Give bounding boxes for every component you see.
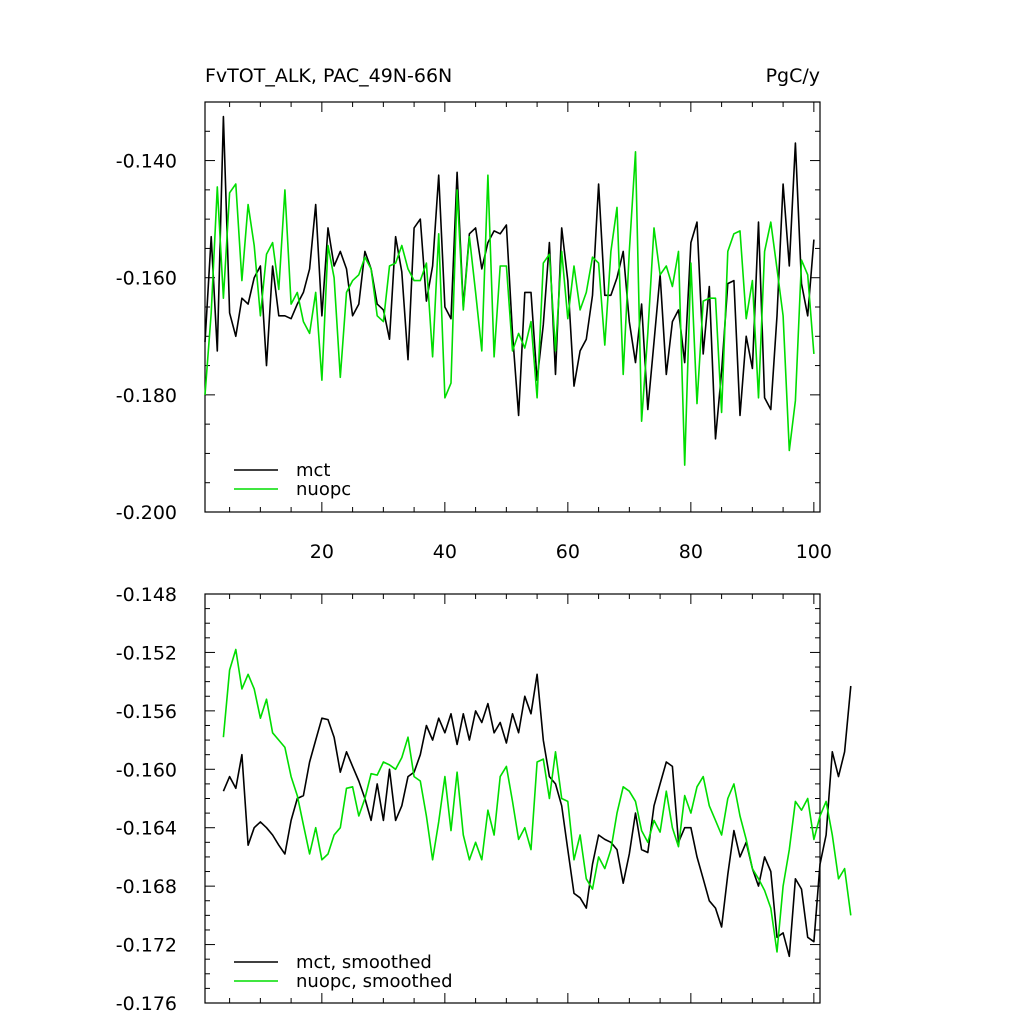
x-tick-label: 100 [796, 541, 832, 563]
x-tick-label: 40 [433, 541, 457, 563]
series-line [204, 115, 815, 440]
series-line [222, 648, 852, 953]
y-tick-label: -0.140 [116, 151, 177, 173]
plot-frame [204, 101, 821, 513]
top-chart-panel: FvTOT_ALK, PAC_49N-66N PgC/y -0.200 -0.18… [116, 65, 832, 563]
series-line [204, 151, 815, 466]
x-tick-label: 80 [679, 541, 703, 563]
legend-label: mct, smoothed [296, 952, 432, 973]
y-tick-label: -0.180 [116, 385, 177, 407]
y-tick-label: -0.176 [116, 993, 177, 1015]
y-tick-label: -0.168 [116, 876, 177, 898]
y-tick-label: -0.160 [116, 268, 177, 290]
legend-label: mct [296, 460, 331, 481]
legend-label: nuopc [296, 479, 351, 500]
y-tick-label: -0.148 [116, 584, 177, 606]
chart-title: FvTOT_ALK, PAC_49N-66N [205, 65, 452, 87]
y-tick-label: -0.164 [116, 818, 177, 840]
x-tick-label: 20 [310, 541, 334, 563]
units-label: PgC/y [766, 65, 820, 87]
y-tick-label: -0.156 [116, 701, 177, 723]
y-tick-label: -0.160 [116, 759, 177, 781]
y-tick-label: -0.200 [116, 502, 177, 524]
legend-label: nuopc, smoothed [296, 971, 453, 992]
x-tick-label: 60 [556, 541, 580, 563]
y-tick-label: -0.152 [116, 642, 177, 664]
series-line [222, 673, 852, 958]
y-tick-label: -0.172 [116, 935, 177, 957]
bottom-chart-panel: -0.176 -0.172 -0.168 -0.164 -0.160 -0.156 -0.1… [116, 584, 852, 1015]
